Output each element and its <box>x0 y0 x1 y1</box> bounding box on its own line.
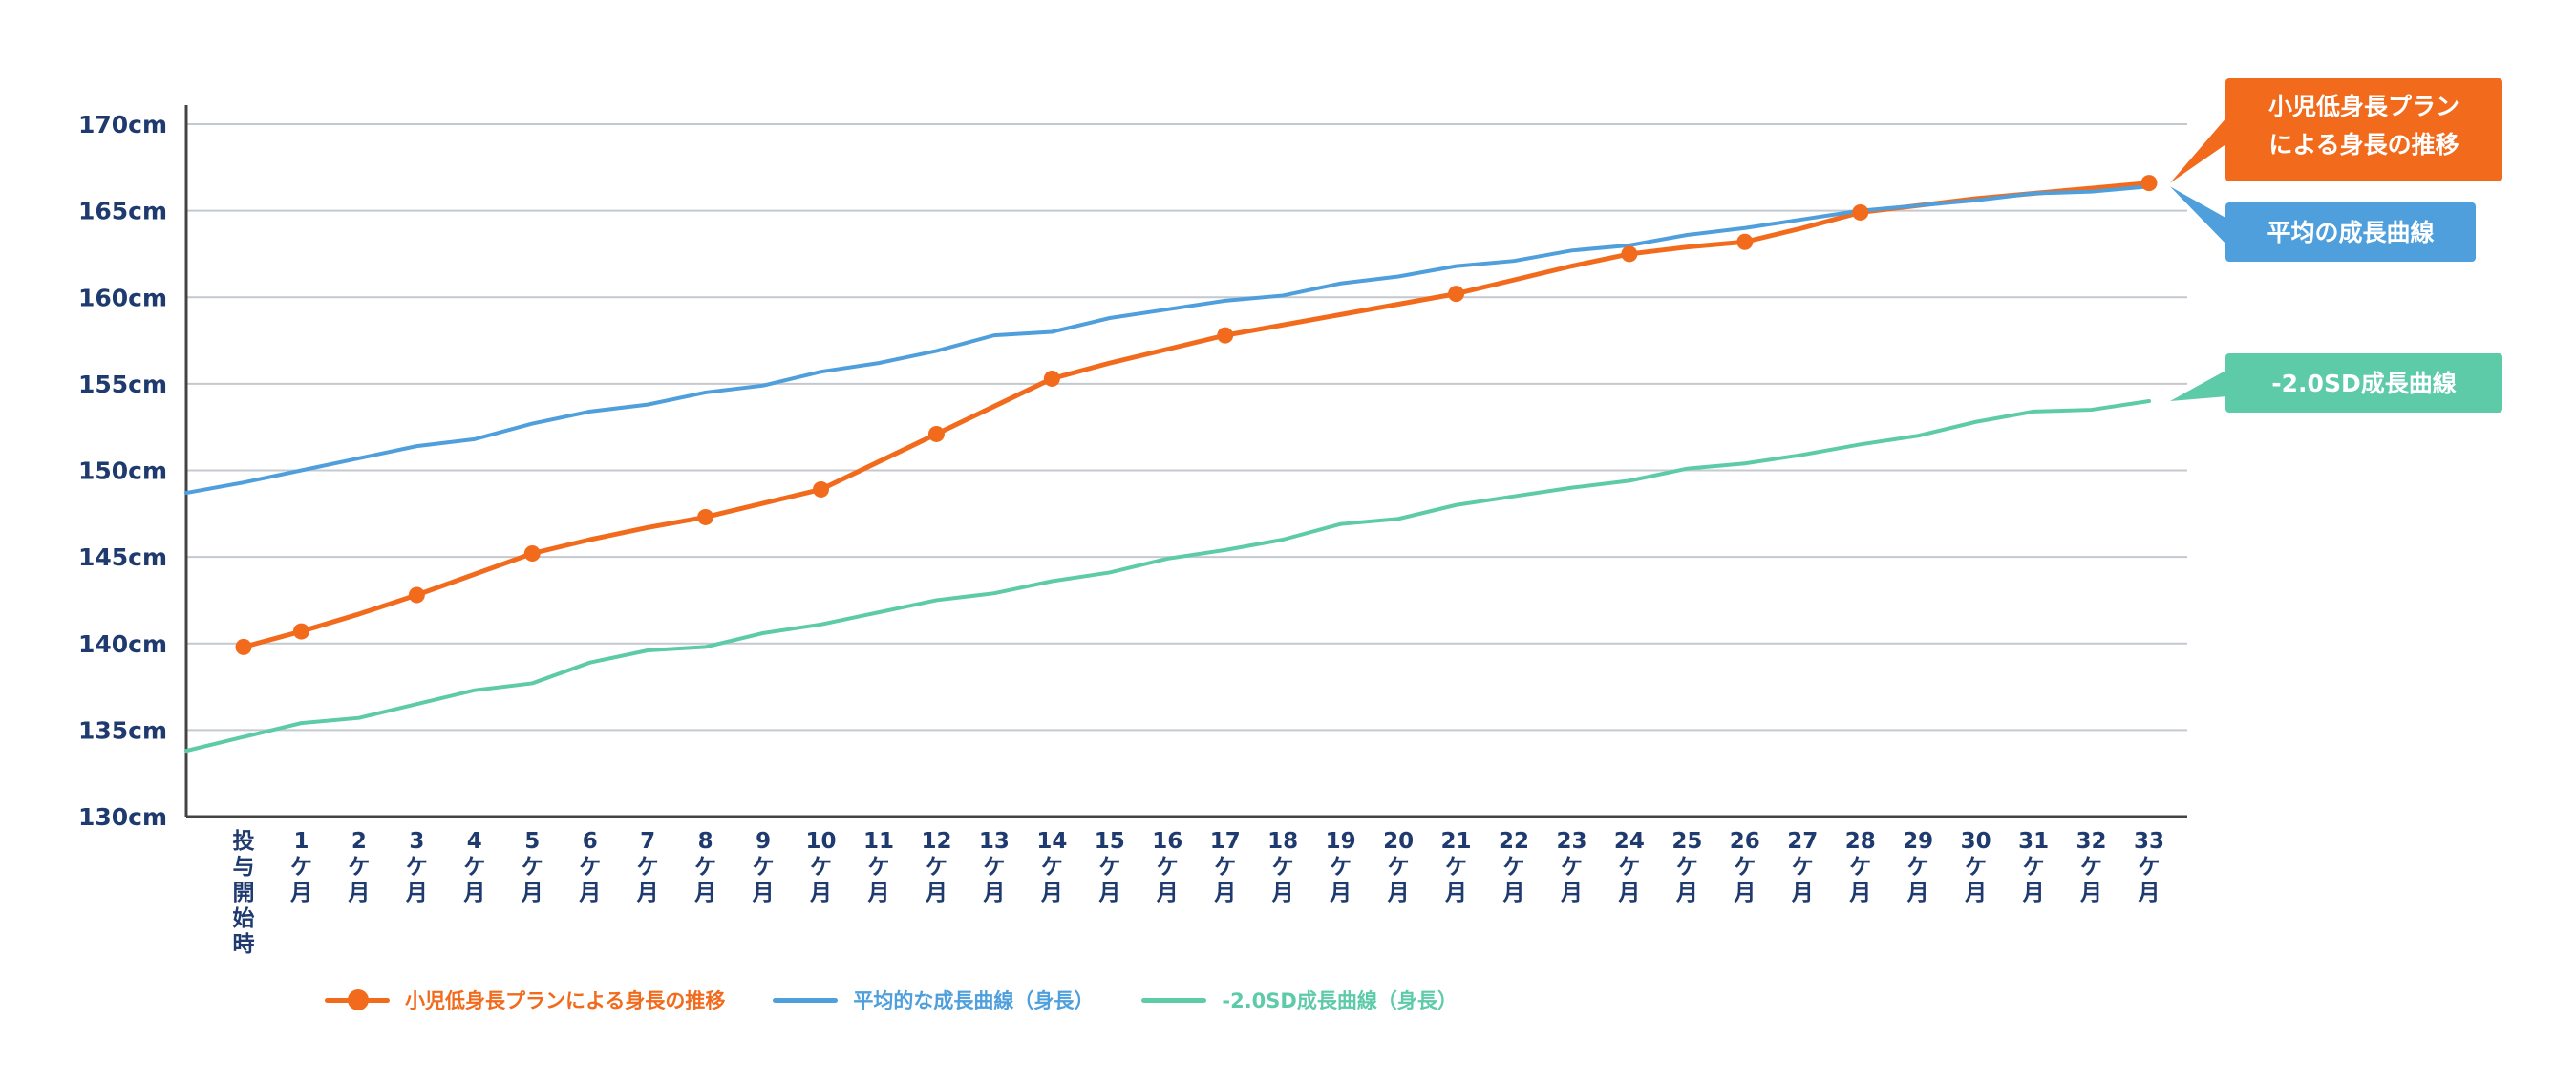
y-tick-label: 140cm <box>78 630 167 658</box>
callout-box <box>2225 202 2476 262</box>
x-tick-label: 8 ケ月 <box>693 829 716 905</box>
series-line <box>241 181 2152 649</box>
x-tick-label: 25 ケ月 <box>1671 829 1702 905</box>
x-tick-label: 14 ケ月 <box>1036 829 1067 905</box>
y-tick-label: 165cm <box>78 198 167 225</box>
x-tick-label: 10 ケ月 <box>806 829 837 905</box>
callout-box <box>2225 353 2502 413</box>
legend-swatch-plan <box>325 988 390 1010</box>
callout-pointer <box>2170 117 2227 183</box>
data-point <box>813 480 830 498</box>
series-line <box>184 399 2151 754</box>
x-tick-label: 28 ケ月 <box>1845 829 1876 905</box>
x-tick-label: 投与開始時 <box>233 829 255 957</box>
x-tick-label: 27 ケ月 <box>1787 829 1818 905</box>
x-tick-label: 31 ケ月 <box>2018 829 2049 905</box>
data-point <box>1217 327 1234 344</box>
callout-label: による身長の推移 <box>2268 131 2459 159</box>
y-tick-label: 145cm <box>78 543 167 571</box>
x-tick-label: 18 ケ月 <box>1267 829 1298 905</box>
x-tick-label: 22 ケ月 <box>1499 829 1529 905</box>
x-tick-label: 33 ケ月 <box>2134 829 2164 905</box>
x-tick-label: 15 ケ月 <box>1095 829 1125 905</box>
y-tick-label: 130cm <box>78 803 167 831</box>
legend-item-average: 平均的な成長曲線（身長） <box>773 986 1094 1014</box>
legend-item-plan: 小児低身長プランによる身長の推移 <box>325 986 725 1014</box>
data-point <box>292 623 309 640</box>
data-point <box>697 508 714 525</box>
legend-label-average: 平均的な成長曲線（身長） <box>853 989 1095 1012</box>
x-tick-label: 9 ケ月 <box>752 829 775 905</box>
x-tick-label: 1 ケ月 <box>289 829 312 905</box>
data-point <box>1852 203 1869 221</box>
callout-label: 小児低身長プラン <box>2268 93 2459 120</box>
x-tick-label: 19 ケ月 <box>1326 829 1356 905</box>
data-point <box>1736 233 1754 250</box>
data-point <box>523 545 541 562</box>
x-tick-label: 32 ケ月 <box>2076 829 2107 905</box>
x-tick-label: 29 ケ月 <box>1903 829 1933 905</box>
x-tick-label: 21 ケ月 <box>1441 829 1472 905</box>
y-tick-label: 135cm <box>78 716 167 744</box>
y-tick-label: 170cm <box>78 111 167 138</box>
y-tick-label: 150cm <box>78 457 167 485</box>
callout-label: 平均の成長曲線 <box>2267 219 2434 246</box>
legend-label-minus2sd: -2.0SD成長曲線（身長） <box>1222 989 1458 1012</box>
x-tick-label: 12 ケ月 <box>921 829 951 905</box>
data-point <box>927 425 945 442</box>
series-line <box>184 184 2151 496</box>
x-tick-label: 13 ケ月 <box>979 829 1010 905</box>
legend-swatch-minus2sd <box>1141 997 1207 1003</box>
legend-label-plan: 小児低身長プランによる身長の推移 <box>405 989 726 1012</box>
callout-pointer <box>2170 186 2227 245</box>
x-tick-label: 17 ケ月 <box>1210 829 1241 905</box>
legend-swatch-average <box>773 997 839 1003</box>
x-tick-label: 16 ケ月 <box>1152 829 1182 905</box>
x-tick-label: 4 ケ月 <box>462 829 485 905</box>
y-tick-label: 160cm <box>78 284 167 311</box>
chart-legend: 小児低身長プランによる身長の推移 平均的な成長曲線（身長） -2.0SD成長曲線… <box>325 986 1505 1014</box>
data-point <box>2140 175 2158 192</box>
legend-item-minus2sd: -2.0SD成長曲線（身長） <box>1141 986 1458 1014</box>
x-tick-label: 11 ケ月 <box>863 829 894 905</box>
x-tick-label: 3 ケ月 <box>405 829 428 905</box>
data-point <box>1043 370 1060 387</box>
x-tick-label: 26 ケ月 <box>1730 829 1760 905</box>
x-tick-label: 24 ケ月 <box>1614 829 1645 905</box>
callout-label: -2.0SD成長曲線 <box>2271 370 2456 397</box>
callout-box <box>2225 78 2502 181</box>
y-tick-label: 155cm <box>78 371 167 398</box>
x-tick-label: 7 ケ月 <box>636 829 659 905</box>
x-tick-label: 23 ケ月 <box>1556 829 1586 905</box>
data-point <box>408 586 425 604</box>
x-tick-label: 6 ケ月 <box>578 829 601 905</box>
callout-pointer <box>2170 370 2227 401</box>
x-tick-label: 2 ケ月 <box>347 829 370 905</box>
data-point <box>1448 286 1465 303</box>
data-point <box>235 638 252 655</box>
data-point <box>1621 245 1638 263</box>
x-tick-label: 30 ケ月 <box>1961 829 1991 905</box>
x-tick-label: 5 ケ月 <box>521 829 543 905</box>
x-tick-label: 20 ケ月 <box>1383 829 1414 905</box>
